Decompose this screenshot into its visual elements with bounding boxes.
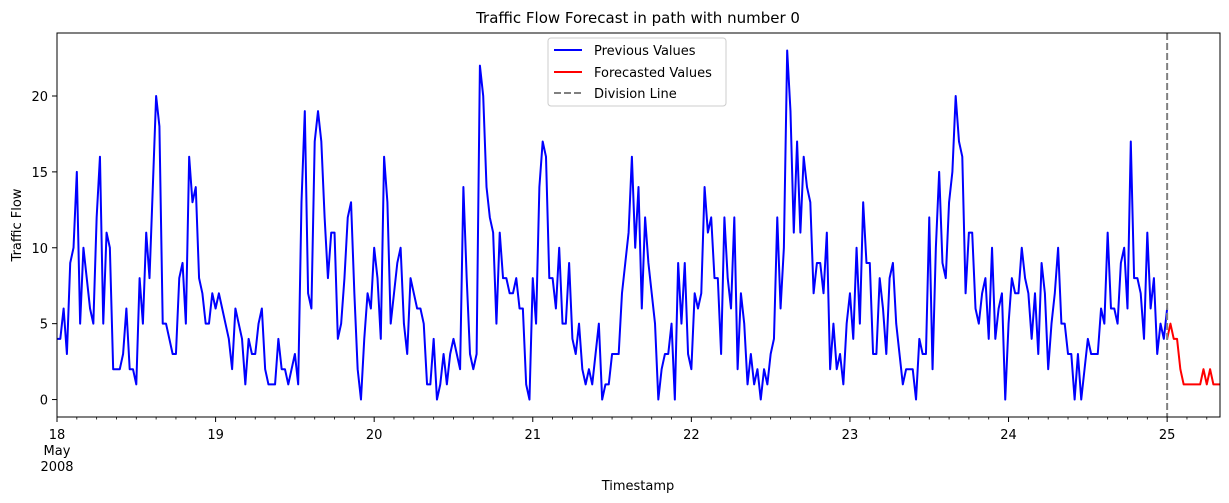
x-tick-label: 19	[207, 428, 224, 443]
x-tick-label: 2008	[40, 460, 73, 475]
x-tick-label: 18	[49, 428, 66, 443]
x-tick-label: 20	[366, 428, 383, 443]
legend: Previous Values Forecasted Values Divisi…	[547, 37, 727, 107]
x-tick-label: 22	[683, 428, 700, 443]
legend-label-forecast: Forecasted Values	[594, 66, 712, 81]
x-tick-label: 21	[524, 428, 541, 443]
y-tick-label: 20	[31, 90, 48, 105]
x-tick-label: 23	[842, 428, 859, 443]
y-tick-label: 10	[31, 242, 48, 257]
chart-title: Traffic Flow Forecast in path with numbe…	[475, 9, 800, 27]
plot-frame	[56, 32, 1221, 418]
y-tick-label: 5	[40, 318, 48, 333]
y-axis-label: Traffic Flow	[10, 188, 25, 262]
y-tick-label: 0	[40, 394, 48, 409]
x-axis-label: Timestamp	[601, 479, 675, 494]
legend-label-previous: Previous Values	[594, 44, 696, 59]
x-tick-label: May	[44, 444, 71, 459]
legend-frame	[547, 37, 727, 107]
x-tick-label: 24	[1000, 428, 1017, 443]
series-line-forecasted-values	[1166, 322, 1220, 386]
series-line-previous-values	[57, 49, 1169, 401]
legend-label-division: Division Line	[594, 87, 677, 102]
y-axis: 0 5 10 15 20	[31, 90, 57, 409]
x-tick-label: 25	[1159, 428, 1176, 443]
plot-area	[57, 33, 1220, 417]
y-tick-label: 15	[31, 166, 48, 181]
